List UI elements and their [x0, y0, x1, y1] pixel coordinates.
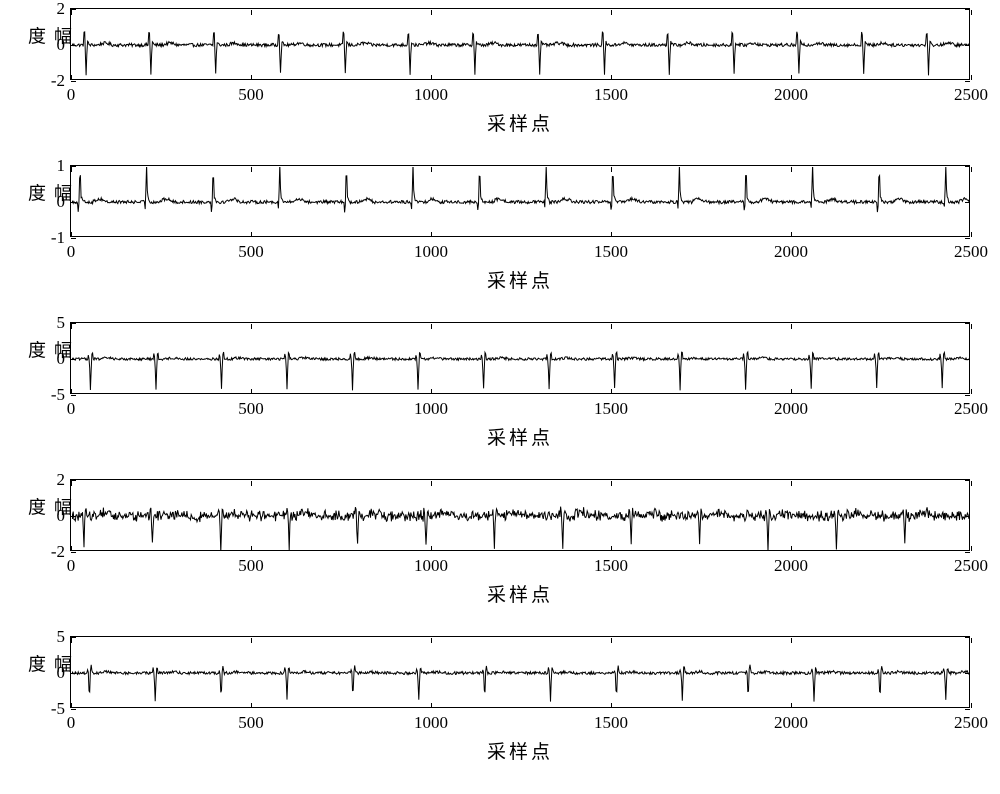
y-tick-label: 5: [57, 313, 66, 333]
y-tick-label: -5: [51, 385, 65, 405]
y-tick-label: 0: [57, 192, 66, 212]
x-tick-label: 2000: [774, 85, 808, 105]
x-tick-label: 0: [67, 85, 76, 105]
x-axis-label: 采样点: [487, 423, 553, 450]
x-axis-label: 采样点: [487, 580, 553, 607]
y-axis-label: 幅度: [23, 27, 75, 62]
x-tick-label: 0: [67, 242, 76, 262]
x-tick-label: 2500: [954, 85, 988, 105]
y-tick-label: 0: [57, 663, 66, 683]
x-tick-label: 500: [238, 399, 264, 419]
y-tick-label: -2: [51, 71, 65, 91]
x-axis-label: 采样点: [487, 109, 553, 136]
subplot-1: 幅度-20205001000150020002500采样点: [70, 8, 970, 80]
x-tick-label: 1500: [594, 713, 628, 733]
x-tick-label: 1500: [594, 242, 628, 262]
plot-area: 幅度-10105001000150020002500采样点: [70, 165, 970, 237]
y-tick-label: 0: [57, 506, 66, 526]
x-tick-label: 2000: [774, 556, 808, 576]
y-tick-label: 2: [57, 0, 66, 19]
x-tick-label: 500: [238, 85, 264, 105]
y-tick-label: 0: [57, 35, 66, 55]
x-tick-label: 0: [67, 399, 76, 419]
x-tick-label: 2500: [954, 713, 988, 733]
x-tick-label: 1000: [414, 713, 448, 733]
signal-line: [71, 480, 971, 552]
x-tick-label: 0: [67, 556, 76, 576]
signal-line: [71, 9, 971, 81]
y-tick-label: 5: [57, 627, 66, 647]
plot-area: 幅度-50505001000150020002500采样点: [70, 636, 970, 708]
x-tick-label: 0: [67, 713, 76, 733]
x-tick-label: 2500: [954, 399, 988, 419]
y-tick-label: 2: [57, 470, 66, 490]
subplot-3: 幅度-50505001000150020002500采样点: [70, 322, 970, 394]
subplot-5: 幅度-50505001000150020002500采样点: [70, 636, 970, 708]
y-tick-label: 0: [57, 349, 66, 369]
x-tick-label: 2500: [954, 556, 988, 576]
subplot-4: 幅度-20205001000150020002500采样点: [70, 479, 970, 551]
y-tick-label: -5: [51, 699, 65, 719]
x-tick-label: 1000: [414, 399, 448, 419]
x-tick-label: 2500: [954, 242, 988, 262]
figure: 幅度-20205001000150020002500采样点幅度-10105001…: [0, 0, 1000, 794]
plot-area: 幅度-20205001000150020002500采样点: [70, 479, 970, 551]
y-tick-label: -1: [51, 228, 65, 248]
y-tick-label: -2: [51, 542, 65, 562]
x-tick-label: 2000: [774, 242, 808, 262]
y-axis-label: 幅度: [23, 498, 75, 533]
x-tick-label: 1500: [594, 85, 628, 105]
x-tick-label: 1500: [594, 399, 628, 419]
x-tick-label: 500: [238, 242, 264, 262]
x-tick-label: 1000: [414, 556, 448, 576]
signal-line: [71, 323, 971, 395]
x-tick-label: 2000: [774, 713, 808, 733]
plot-area: 幅度-20205001000150020002500采样点: [70, 8, 970, 80]
subplot-2: 幅度-10105001000150020002500采样点: [70, 165, 970, 237]
x-tick-label: 1500: [594, 556, 628, 576]
y-tick-label: 1: [57, 156, 66, 176]
x-tick-label: 2000: [774, 399, 808, 419]
x-axis-label: 采样点: [487, 737, 553, 764]
signal-line: [71, 637, 971, 709]
y-axis-label: 幅度: [23, 341, 75, 376]
y-axis-label: 幅度: [23, 184, 75, 219]
signal-line: [71, 166, 971, 238]
x-tick-label: 1000: [414, 85, 448, 105]
plot-area: 幅度-50505001000150020002500采样点: [70, 322, 970, 394]
x-tick-label: 500: [238, 556, 264, 576]
y-axis-label: 幅度: [23, 655, 75, 690]
x-tick-label: 1000: [414, 242, 448, 262]
x-axis-label: 采样点: [487, 266, 553, 293]
x-tick-label: 500: [238, 713, 264, 733]
